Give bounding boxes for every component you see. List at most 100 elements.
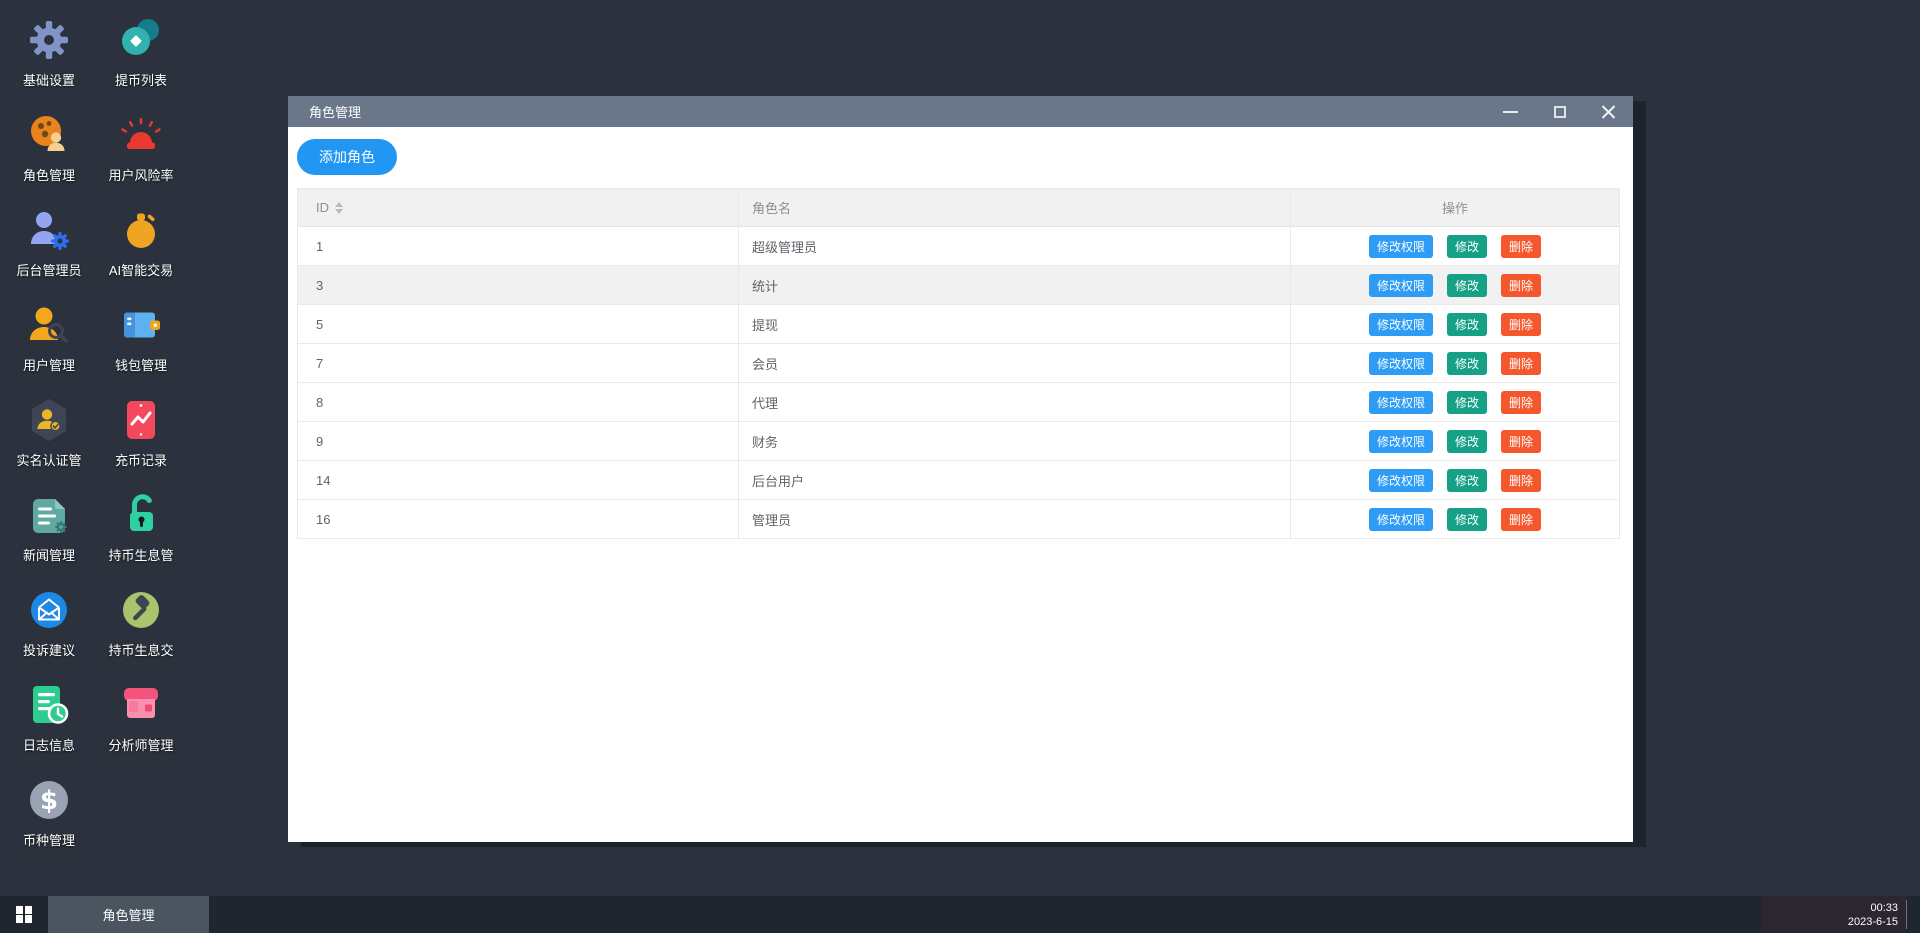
show-desktop-button[interactable] <box>1907 896 1920 933</box>
maximize-button[interactable] <box>1535 96 1584 127</box>
desktop-icon-deposit-record[interactable]: 充币记录 <box>96 392 186 487</box>
modify-button[interactable]: 修改 <box>1446 312 1487 336</box>
minimize-button[interactable] <box>1486 96 1535 127</box>
cell-role-name: 后台用户 <box>739 461 1291 499</box>
gavel-icon <box>123 592 159 628</box>
desktop-icon-withdraw-list[interactable]: 提币列表 <box>96 12 186 107</box>
modify-permissions-button[interactable]: 修改权限 <box>1368 429 1433 453</box>
windows-logo-icon <box>15 906 33 923</box>
icon-label: 基础设置 <box>22 73 75 88</box>
delete-button[interactable]: 删除 <box>1501 234 1542 258</box>
cell-id: 1 <box>298 227 739 265</box>
modify-button[interactable]: 修改 <box>1446 468 1487 492</box>
header-role-name-label: 角色名 <box>752 201 792 216</box>
modify-permissions-button[interactable]: 修改权限 <box>1368 507 1433 531</box>
modify-button[interactable]: 修改 <box>1446 351 1487 375</box>
id-verify-icon <box>32 399 66 441</box>
cell-role-name: 代理 <box>739 383 1291 421</box>
taskbar-clock[interactable]: 00:33 2023-6-15 <box>1761 896 1906 933</box>
header-id-label: ID <box>316 200 329 215</box>
desktop-icon-grid: 基础设置 角色管理 后台管理员 <box>4 12 186 867</box>
system-tray: 00:33 2023-6-15 <box>1761 896 1920 933</box>
modify-permissions-button[interactable]: 修改权限 <box>1368 351 1433 375</box>
desktop-icon-backend-admin[interactable]: 后台管理员 <box>4 202 94 297</box>
delete-button[interactable]: 删除 <box>1501 390 1542 414</box>
coin-icon: $ <box>30 781 68 819</box>
table-row: 1 超级管理员 修改权限 修改 删除 <box>298 227 1619 266</box>
add-role-button[interactable]: 添加角色 <box>297 139 397 175</box>
icon-label: 币种管理 <box>22 833 75 848</box>
desktop-icon-holding-trade[interactable]: 持币生息交 <box>96 582 186 677</box>
cell-actions: 修改权限 修改 删除 <box>1291 266 1619 304</box>
delete-button[interactable]: 删除 <box>1501 312 1542 336</box>
sort-asc-icon <box>335 201 343 207</box>
desktop-icon-role-management[interactable]: 角色管理 <box>4 107 94 202</box>
cell-id: 7 <box>298 344 739 382</box>
modify-permissions-button[interactable]: 修改权限 <box>1368 312 1433 336</box>
desktop-icon-user-risk[interactable]: 用户风险率 <box>96 107 186 202</box>
gear-icon <box>30 21 68 59</box>
desktop-icon-currency-management[interactable]: $ 币种管理 <box>4 772 94 867</box>
desktop-icon-holding-interest[interactable]: 持币生息管 <box>96 487 186 582</box>
desktop-icon-user-management[interactable]: 用户管理 <box>4 297 94 392</box>
desktop-icon-ai-trading[interactable]: AI智能交易 <box>96 202 186 297</box>
header-id: ID <box>298 189 739 226</box>
roles-table: ID 角色名 操作 1 超级管理员 修改权限 修改 删除 3 统计 修改权限 修改 删除 5 提现 修改… <box>297 188 1620 539</box>
tray-divider <box>1906 900 1907 929</box>
modify-permissions-button[interactable]: 修改权限 <box>1368 468 1433 492</box>
delete-button[interactable]: 删除 <box>1501 468 1542 492</box>
modify-button[interactable]: 修改 <box>1446 273 1487 297</box>
cell-id: 5 <box>298 305 739 343</box>
taskbar-item-label: 角色管理 <box>102 908 155 923</box>
minimize-icon <box>1503 110 1518 113</box>
delete-button[interactable]: 删除 <box>1501 351 1542 375</box>
table-row: 9 财务 修改权限 修改 删除 <box>298 422 1619 461</box>
sort-desc-icon <box>335 208 343 214</box>
cell-role-name: 管理员 <box>739 500 1291 538</box>
clock-date: 2023-6-15 <box>1847 915 1898 928</box>
delete-button[interactable]: 删除 <box>1501 273 1542 297</box>
modify-button[interactable]: 修改 <box>1446 429 1487 453</box>
desktop-icon-basic-settings[interactable]: 基础设置 <box>4 12 94 107</box>
cell-role-name: 提现 <box>739 305 1291 343</box>
sort-caret[interactable] <box>335 201 343 214</box>
cell-role-name: 财务 <box>739 422 1291 460</box>
icon-label: 角色管理 <box>22 168 75 183</box>
maximize-icon <box>1553 105 1566 118</box>
desktop-icon-news-management[interactable]: 新闻管理 <box>4 487 94 582</box>
cell-id: 9 <box>298 422 739 460</box>
delete-button[interactable]: 删除 <box>1501 507 1542 531</box>
chart-card-icon <box>127 401 155 439</box>
cell-actions: 修改权限 修改 删除 <box>1291 383 1619 421</box>
delete-button[interactable]: 删除 <box>1501 429 1542 453</box>
modify-button[interactable]: 修改 <box>1446 234 1487 258</box>
modify-button[interactable]: 修改 <box>1446 390 1487 414</box>
icon-label: 后台管理员 <box>16 263 82 278</box>
window-titlebar[interactable]: 角色管理 <box>288 96 1633 127</box>
log-clock-icon <box>33 686 69 724</box>
modify-permissions-button[interactable]: 修改权限 <box>1368 390 1433 414</box>
icon-label: 投诉建议 <box>22 643 75 658</box>
cell-actions: 修改权限 修改 删除 <box>1291 500 1619 538</box>
desktop-icon-realname-auth[interactable]: 实名认证管 <box>4 392 94 487</box>
icon-label: 用户风险率 <box>108 168 174 183</box>
icon-label: AI智能交易 <box>108 263 174 278</box>
desktop-icon-log-info[interactable]: 日志信息 <box>4 677 94 772</box>
modify-permissions-button[interactable]: 修改权限 <box>1368 273 1433 297</box>
icon-label: 持币生息管 <box>108 548 174 563</box>
table-header: ID 角色名 操作 <box>298 189 1619 227</box>
start-button[interactable] <box>0 896 48 933</box>
cell-actions: 修改权限 修改 删除 <box>1291 344 1619 382</box>
admin-user-icon <box>31 212 69 250</box>
close-button[interactable] <box>1584 96 1633 127</box>
desktop-icon-analyst-management[interactable]: 分析师管理 <box>96 677 186 772</box>
modify-button[interactable]: 修改 <box>1446 507 1487 531</box>
desktop-icon-complaints[interactable]: 投诉建议 <box>4 582 94 677</box>
table-body: 1 超级管理员 修改权限 修改 删除 3 统计 修改权限 修改 删除 5 提现 修改权限 修改 删除 7 会员修… <box>298 227 1619 539</box>
icon-label: 实名认证管 <box>16 453 82 468</box>
desktop-icon-wallet-management[interactable]: 钱包管理 <box>96 297 186 392</box>
cell-id: 16 <box>298 500 739 538</box>
cell-id: 8 <box>298 383 739 421</box>
taskbar-item-role-management[interactable]: 角色管理 <box>48 896 209 933</box>
modify-permissions-button[interactable]: 修改权限 <box>1368 234 1433 258</box>
